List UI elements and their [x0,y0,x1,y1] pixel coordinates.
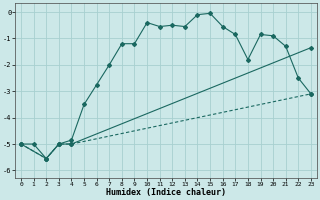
X-axis label: Humidex (Indice chaleur): Humidex (Indice chaleur) [106,188,226,197]
